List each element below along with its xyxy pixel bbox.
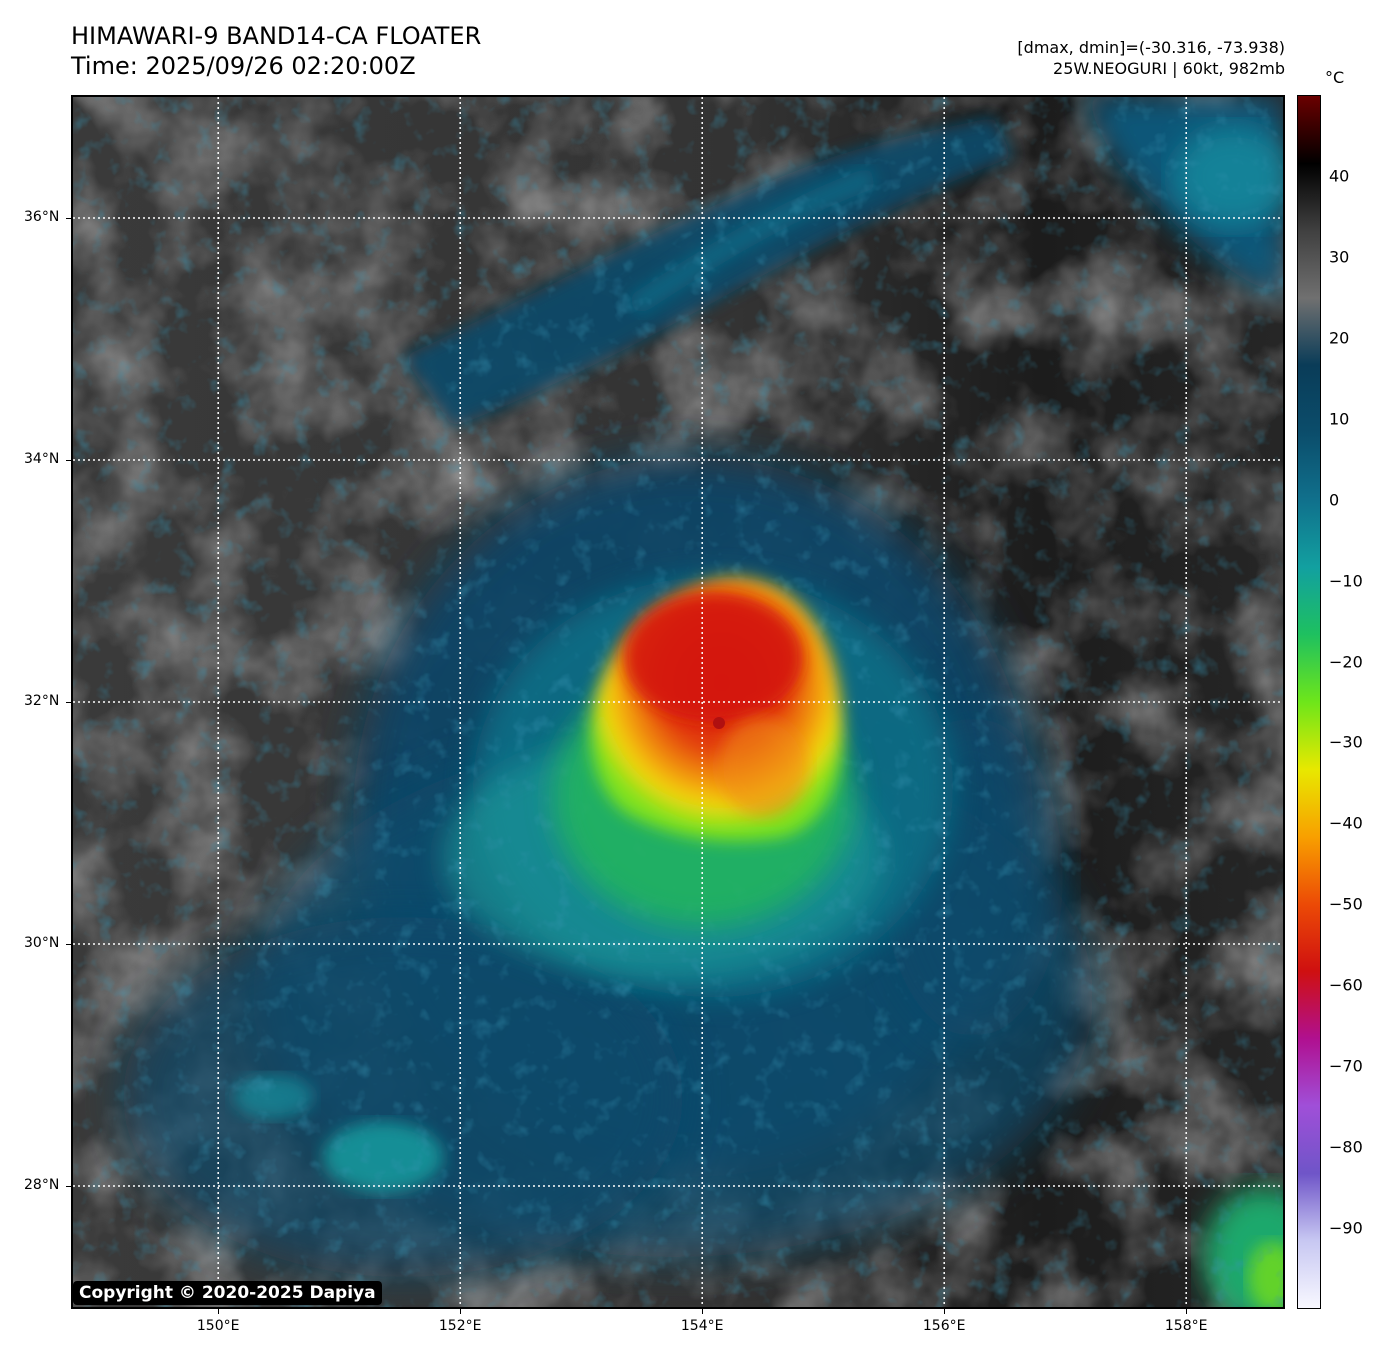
colorbar-tick-label: −80 [1329, 1137, 1363, 1157]
longitude-tick [217, 1309, 219, 1314]
colorbar [1297, 95, 1321, 1309]
longitude-label: 158°E [1164, 1318, 1208, 1334]
latitude-label: 32°N [24, 693, 60, 709]
latitude-label: 28°N [24, 1177, 60, 1193]
colorbar-tick-label: −50 [1329, 894, 1363, 914]
colorbar-tick-label: 20 [1329, 328, 1350, 348]
longitude-tick [701, 1309, 703, 1314]
satellite-map [71, 95, 1285, 1309]
copyright-badge: Copyright © 2020-2025 Dapiya [73, 1281, 382, 1305]
latitude-label: 30°N [24, 935, 60, 951]
colorbar-tick-label: −30 [1329, 732, 1363, 752]
longitude-tick [943, 1309, 945, 1314]
storm-eye [713, 717, 725, 729]
longitude-label: 150°E [196, 1318, 240, 1334]
latitude-tick [66, 701, 71, 703]
latitude-tick [66, 459, 71, 461]
satellite-imagery [73, 97, 1283, 1307]
latitude-label: 36°N [24, 209, 60, 225]
info-storm: 25W.NEOGURI | 60kt, 982mb [1053, 59, 1285, 78]
latitude-label: 34°N [24, 451, 60, 467]
colorbar-tick-label: −70 [1329, 1056, 1363, 1076]
latitude-tick [66, 217, 71, 219]
colorbar-tick-label: −10 [1329, 571, 1363, 591]
latitude-tick [66, 1185, 71, 1187]
storm-cdo [553, 577, 853, 927]
colorbar-tick-label: 40 [1329, 166, 1350, 186]
graticule [73, 97, 1283, 1307]
colorbar-tick-label: −90 [1329, 1218, 1363, 1238]
colorbar-tick-label: −20 [1329, 652, 1363, 672]
colorbar-tick-label: 30 [1329, 247, 1350, 267]
colorbar-tick-label: 0 [1329, 490, 1340, 510]
longitude-label: 154°E [680, 1318, 724, 1334]
colorbar-unit: °C [1325, 68, 1345, 87]
colorbar-tick-label: −40 [1329, 813, 1363, 833]
title-line-1: HIMAWARI-9 BAND14-CA FLOATER [71, 22, 482, 50]
longitude-label: 156°E [922, 1318, 966, 1334]
colorbar-tick-label: −60 [1329, 975, 1363, 995]
latitude-tick [66, 943, 71, 945]
longitude-label: 152°E [438, 1318, 482, 1334]
info-dmax-dmin: [dmax, dmin]=(-30.316, -73.938) [1017, 38, 1285, 57]
title-line-2: Time: 2025/09/26 02:20:00Z [71, 52, 416, 80]
longitude-tick [1185, 1309, 1187, 1314]
colorbar-tick-label: 10 [1329, 409, 1350, 429]
longitude-tick [459, 1309, 461, 1314]
